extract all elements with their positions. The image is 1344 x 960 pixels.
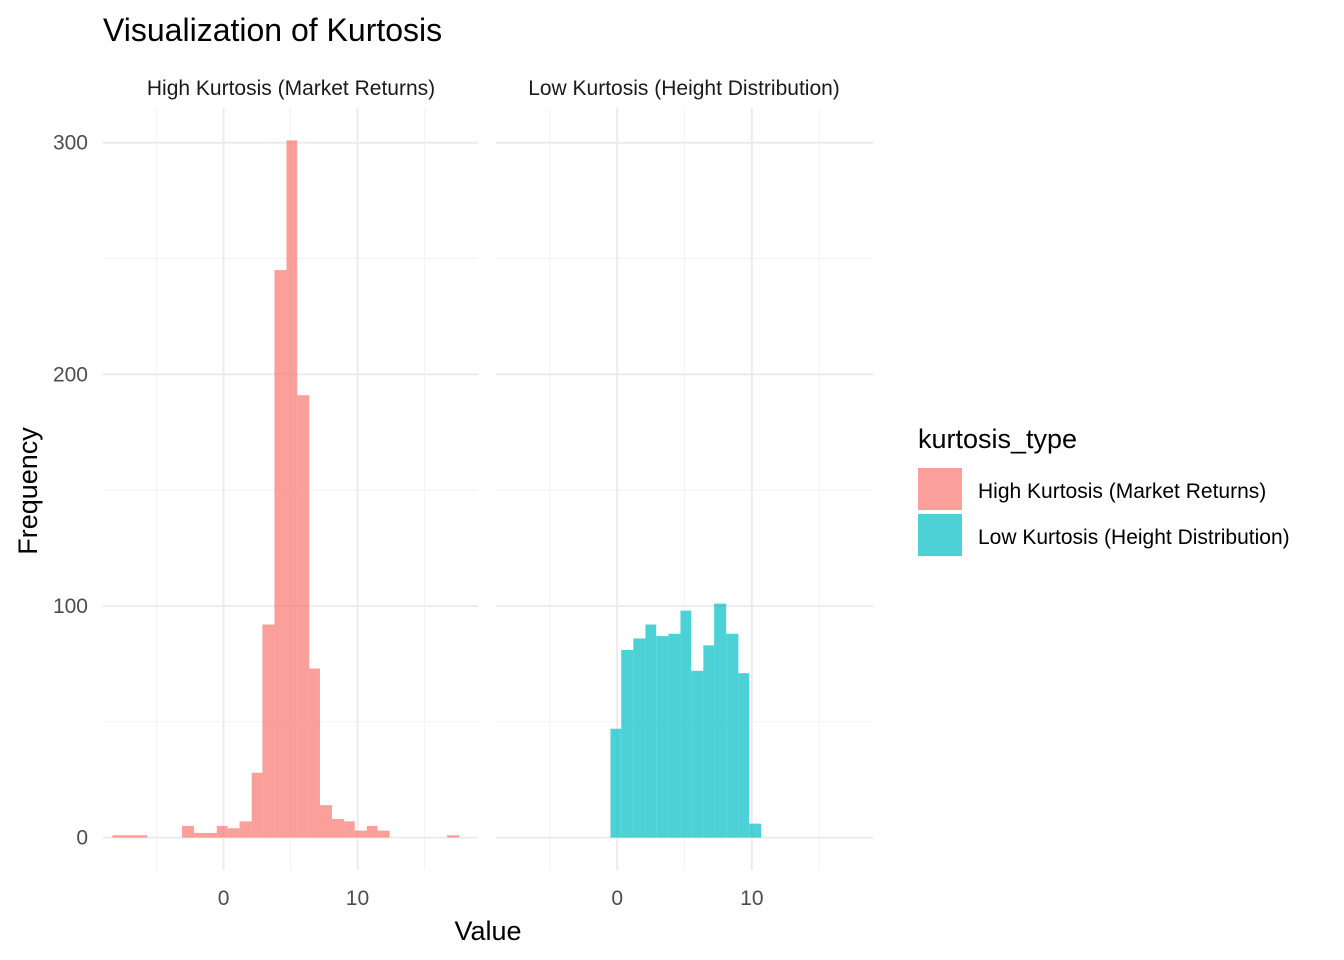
histogram-bar — [112, 835, 125, 838]
panel-strip-label: Low Kurtosis (Height Distribution) — [528, 77, 840, 100]
histogram-bar — [645, 624, 657, 838]
histogram-bar — [239, 821, 252, 838]
x-tick-label: 10 — [346, 887, 369, 910]
histogram-bar — [319, 805, 333, 838]
histogram-bar — [738, 673, 750, 838]
histogram-bar — [309, 668, 320, 838]
y-tick-label: 300 — [53, 132, 88, 155]
legend-label-high-kurtosis: High Kurtosis (Market Returns) — [978, 480, 1266, 503]
histogram-bar — [354, 830, 367, 838]
histogram-bar — [726, 633, 739, 838]
histogram-bar — [344, 821, 355, 838]
x-tick-label: 10 — [740, 887, 763, 910]
histogram-bar — [714, 603, 727, 838]
histogram-bar — [262, 624, 275, 838]
x-axis-ticks: 0 10 0 10 — [218, 887, 764, 910]
histogram-bar — [668, 633, 681, 838]
histogram-bars — [112, 140, 460, 838]
histogram-bar — [227, 828, 240, 838]
histogram-bar — [286, 140, 298, 838]
legend-key-high-kurtosis — [918, 468, 962, 510]
histogram-bar — [124, 835, 137, 838]
histogram-bar — [610, 728, 622, 838]
chart-title: Visualization of Kurtosis — [103, 12, 442, 48]
panel-strip-label: High Kurtosis (Market Returns) — [147, 77, 435, 100]
y-axis-title: Frequency — [13, 427, 43, 555]
histogram-bar — [274, 270, 287, 838]
histogram-bar — [136, 835, 148, 838]
histogram-bar — [204, 832, 217, 838]
x-axis-title: Value — [454, 916, 521, 946]
histogram-bar — [332, 819, 345, 838]
histogram-bars — [610, 603, 762, 838]
x-tick-label: 0 — [611, 887, 623, 910]
histogram-bar — [216, 825, 228, 838]
histogram-bar — [194, 832, 205, 838]
histogram-bar — [633, 638, 646, 838]
histogram-bar — [447, 835, 460, 838]
histogram-bar — [377, 830, 390, 838]
y-axis-ticks: 0 100 200 300 — [53, 132, 88, 850]
legend-key-low-kurtosis — [918, 514, 962, 556]
histogram-bar — [703, 645, 715, 838]
histogram-bar — [621, 649, 634, 838]
histogram-bar — [749, 823, 762, 838]
histogram-bar — [680, 610, 692, 838]
panel-low-kurtosis: Low Kurtosis (Height Distribution) — [496, 77, 873, 870]
y-tick-label: 0 — [76, 827, 88, 850]
histogram-bar — [297, 395, 310, 838]
legend-title: kurtosis_type — [918, 424, 1077, 454]
x-tick-label: 0 — [218, 887, 230, 910]
histogram-bar — [366, 825, 378, 838]
panel-high-kurtosis: High Kurtosis (Market Returns) — [103, 77, 478, 870]
histogram-bar — [251, 772, 263, 838]
histogram-bar — [656, 636, 669, 838]
histogram-bar — [182, 825, 195, 838]
legend-label-low-kurtosis: Low Kurtosis (Height Distribution) — [978, 526, 1290, 549]
y-tick-label: 100 — [53, 595, 88, 618]
y-tick-label: 200 — [53, 363, 88, 386]
legend: kurtosis_type High Kurtosis (Market Retu… — [918, 424, 1290, 556]
histogram-bar — [691, 670, 704, 838]
